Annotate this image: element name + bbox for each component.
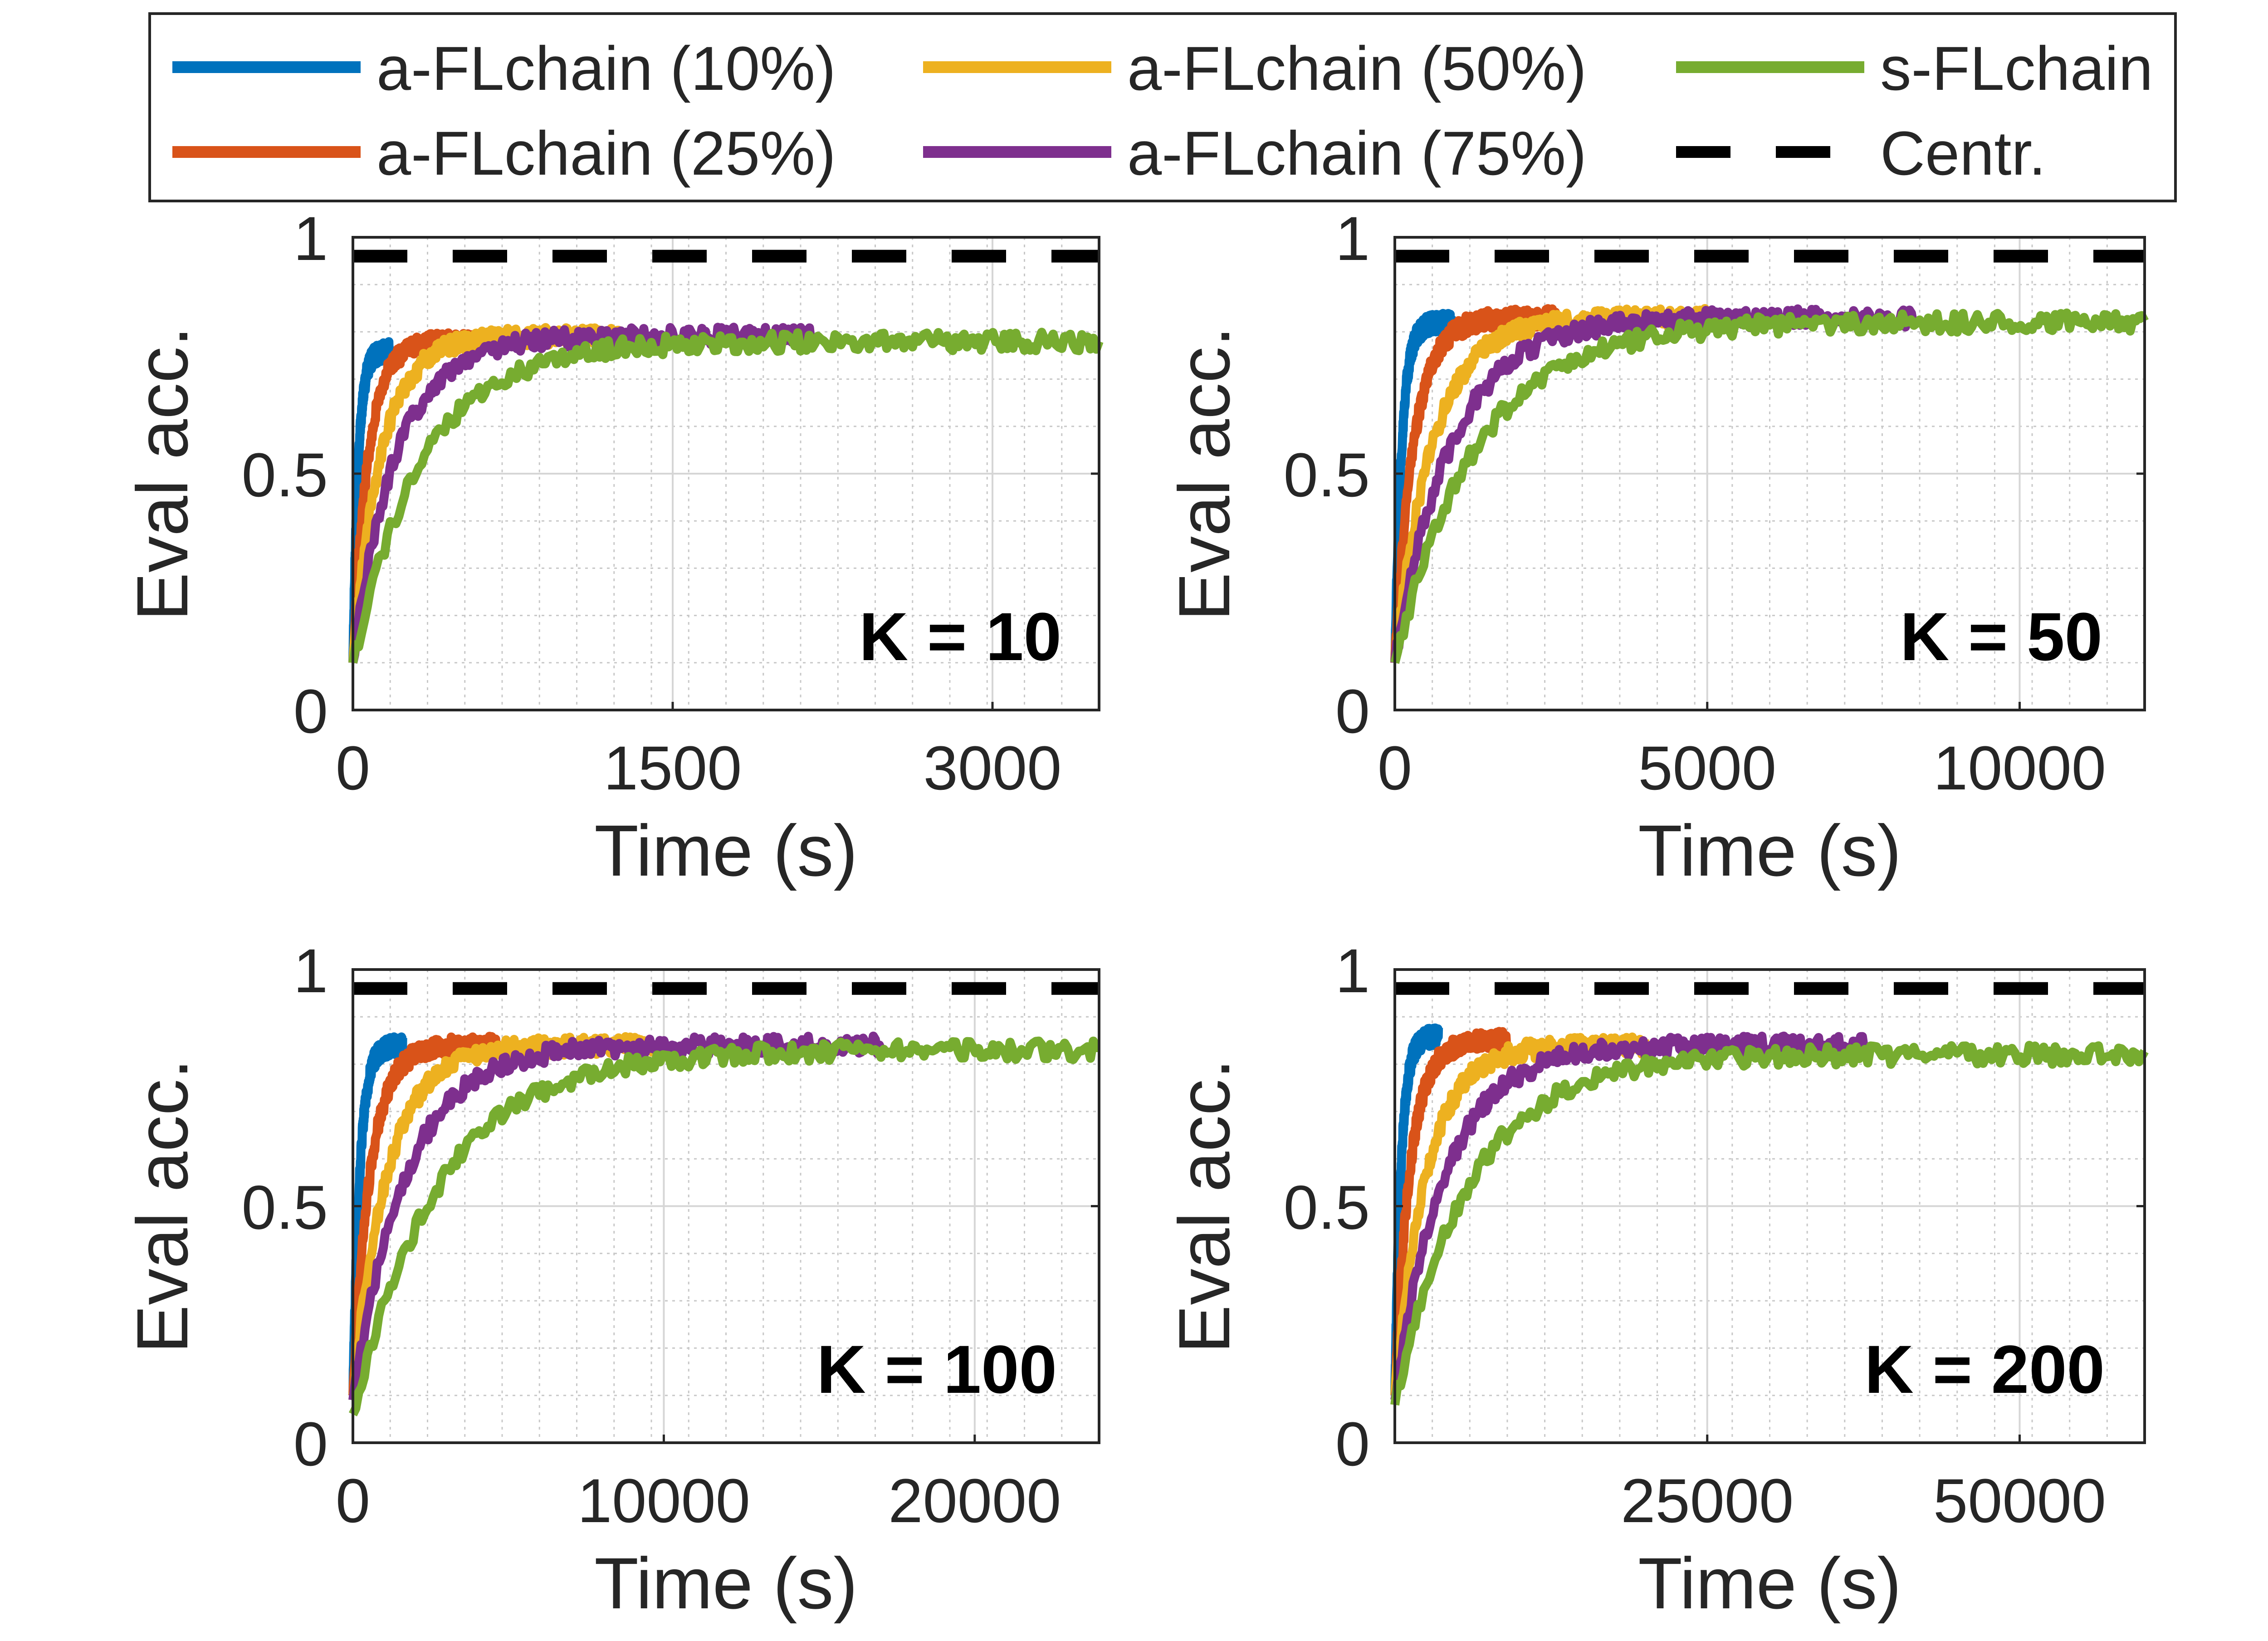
x-tick-label: 10000	[577, 1466, 750, 1536]
series-line-2	[1390, 1027, 1512, 1396]
series-line-4	[348, 323, 816, 664]
x-tick-label: 10000	[1933, 734, 2106, 803]
x-tick-label: 50000	[1933, 1466, 2106, 1536]
series-line-5	[348, 328, 1104, 664]
y-tick-label: 0.5	[242, 441, 328, 510]
series-line-1	[1390, 309, 1456, 663]
x-axis-label: Time (s)	[1638, 1543, 1901, 1624]
chart-panel-2: 0 5000 10000 0 0.5 1 Time (s) Eval acc. K = 50	[1163, 204, 2149, 891]
x-tick-label: 20000	[888, 1466, 1061, 1536]
k-annotation: K = 10	[859, 598, 1061, 675]
legend-label-a-flchain-75: a-FLchain (75%)	[1127, 119, 1587, 188]
legend-label-s-flchain: s-FLchain	[1880, 34, 2153, 103]
series-line-5	[1390, 1041, 2149, 1406]
y-tick-label: 0.5	[1284, 1173, 1370, 1243]
x-tick-label: 0	[336, 734, 370, 803]
x-axis-label: Time (s)	[594, 1543, 858, 1624]
y-tick-label: 0	[1335, 1410, 1370, 1479]
y-tick-label: 0.5	[1284, 441, 1370, 510]
y-axis-label: Eval acc.	[1163, 1059, 1245, 1353]
series-line-5	[349, 1036, 1101, 1416]
x-axis-label: Time (s)	[1638, 810, 1901, 891]
y-tick-label: 0	[293, 1410, 328, 1479]
k-annotation: K = 50	[1900, 598, 2102, 675]
series-line-5	[1390, 309, 2149, 664]
x-tick-label: 5000	[1638, 734, 1776, 803]
legend-label-a-flchain-50: a-FLchain (50%)	[1127, 34, 1587, 103]
legend-box	[148, 12, 2177, 202]
x-tick-label: 3000	[924, 734, 1062, 803]
legend-label-a-flchain-10: a-FLchain (10%)	[376, 34, 836, 103]
series-line-1	[348, 1032, 407, 1400]
chart-panel-3: 0 10000 20000 0 0.5 1 Time (s) Eval acc. K = 100	[122, 936, 1101, 1624]
y-axis-label: Eval acc.	[122, 1059, 203, 1353]
y-tick-label: 0	[1335, 677, 1370, 746]
legend: a-FLchain (10%) a-FLchain (50%) s-FLchai…	[148, 12, 2177, 202]
y-tick-label: 0.5	[242, 1173, 328, 1243]
y-tick-label: 1	[1335, 204, 1370, 274]
k-annotation: K = 200	[1864, 1331, 2105, 1407]
y-axis-label: Eval acc.	[122, 326, 203, 621]
series-line-1	[1390, 1023, 1443, 1396]
y-tick-label: 1	[293, 936, 328, 1006]
y-tick-label: 0	[293, 677, 328, 746]
series-line-4	[1390, 1031, 1872, 1401]
x-tick-label: 25000	[1621, 1466, 1794, 1536]
y-axis-label: Eval acc.	[1163, 326, 1245, 621]
k-annotation: K = 100	[816, 1331, 1057, 1407]
x-tick-label: 0	[1378, 734, 1412, 803]
y-tick-label: 1	[1335, 936, 1370, 1006]
x-tick-label: 1500	[604, 734, 742, 803]
series-line-1	[348, 337, 394, 663]
chart-panel-1: 0 1500 3000 0 0.5 1 Time (s) Eval acc. K = 10	[122, 204, 1104, 891]
legend-label-a-flchain-25: a-FLchain (25%)	[376, 119, 836, 188]
y-tick-label: 1	[293, 204, 328, 274]
chart-panel-4: 25000 50000 0 0.5 1 Time (s) Eval acc. K = 200	[1163, 936, 2149, 1624]
x-tick-label: 0	[336, 1466, 370, 1536]
legend-label-centr: Centr.	[1880, 119, 2046, 188]
x-axis-label: Time (s)	[594, 810, 858, 891]
